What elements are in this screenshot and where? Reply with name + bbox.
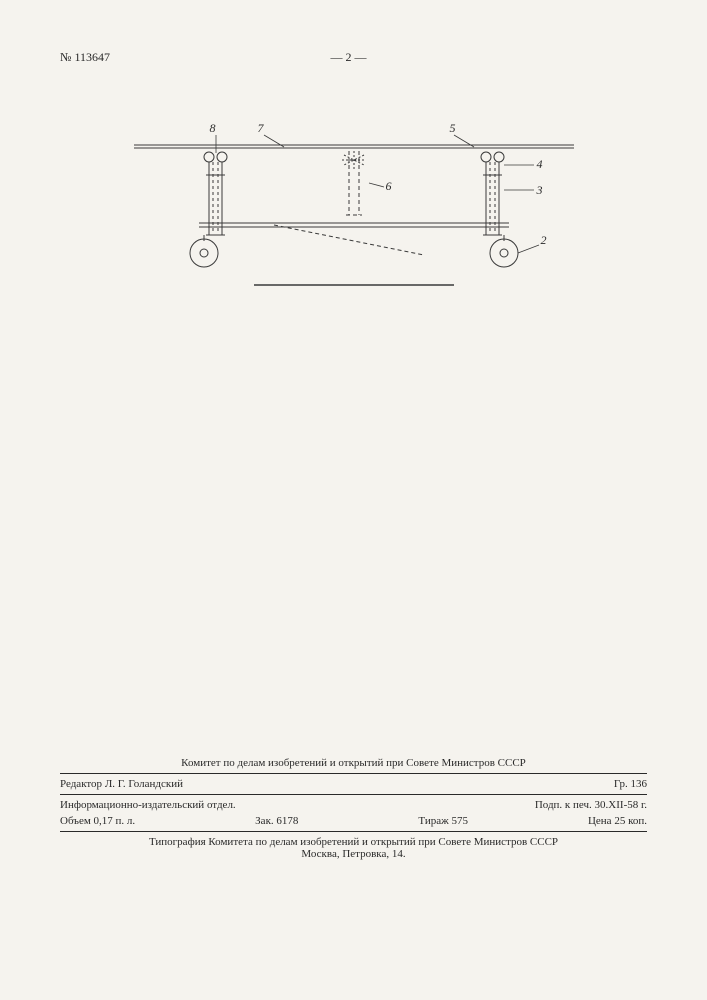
committee-line: Комитет по делам изобретений и открытий … <box>60 757 647 769</box>
callout-8: 8 <box>210 121 216 136</box>
print-row: Объем 0,17 п. л. Зак. 6178 Тираж 575 Цен… <box>60 813 647 829</box>
tirazh-label: Тираж 575 <box>418 815 468 827</box>
divider <box>60 831 647 832</box>
right-wheel <box>490 235 518 267</box>
dept-row: Информационно-издательский отдел. Подп. … <box>60 797 647 813</box>
editor-label: Редактор <box>60 778 102 790</box>
callout-3: 3 <box>537 183 543 198</box>
callout-2: 2 <box>541 233 547 248</box>
page-header: № 113647 — 2 — <box>60 50 647 65</box>
divider <box>60 773 647 774</box>
typography-block: Типография Комитета по делам изобретений… <box>60 836 647 860</box>
figure-svg <box>124 105 584 325</box>
divider <box>60 794 647 795</box>
callout-4: 4 <box>537 157 543 172</box>
zak-label: Зак. 6178 <box>255 815 298 827</box>
figure-container: 8 7 6 5 4 3 2 <box>60 105 647 325</box>
group-number: Гр. 136 <box>614 778 647 790</box>
editor-name: Л. Г. Голандский <box>105 778 183 790</box>
page-marker: — 2 — <box>110 50 587 65</box>
callout-6: 6 <box>386 179 392 194</box>
technical-figure: 8 7 6 5 4 3 2 <box>124 105 584 325</box>
price-label: Цена 25 коп. <box>588 815 647 827</box>
podp-label: Подп. к печ. 30.XII-58 г. <box>535 799 647 811</box>
doc-number: № 113647 <box>60 50 110 65</box>
editor-row: Редактор Л. Г. Голандский Гр. 136 <box>60 776 647 792</box>
dept-label: Информационно-издательский отдел. <box>60 799 236 811</box>
volume-label: Объем 0,17 п. л. <box>60 815 135 827</box>
imprint-footer: Комитет по делам изобретений и открытий … <box>60 757 647 860</box>
callout-7: 7 <box>258 121 264 136</box>
left-wheel <box>190 235 218 267</box>
typography-line1: Типография Комитета по делам изобретений… <box>60 836 647 848</box>
typography-line2: Москва, Петровка, 14. <box>60 848 647 860</box>
callout-5: 5 <box>450 121 456 136</box>
